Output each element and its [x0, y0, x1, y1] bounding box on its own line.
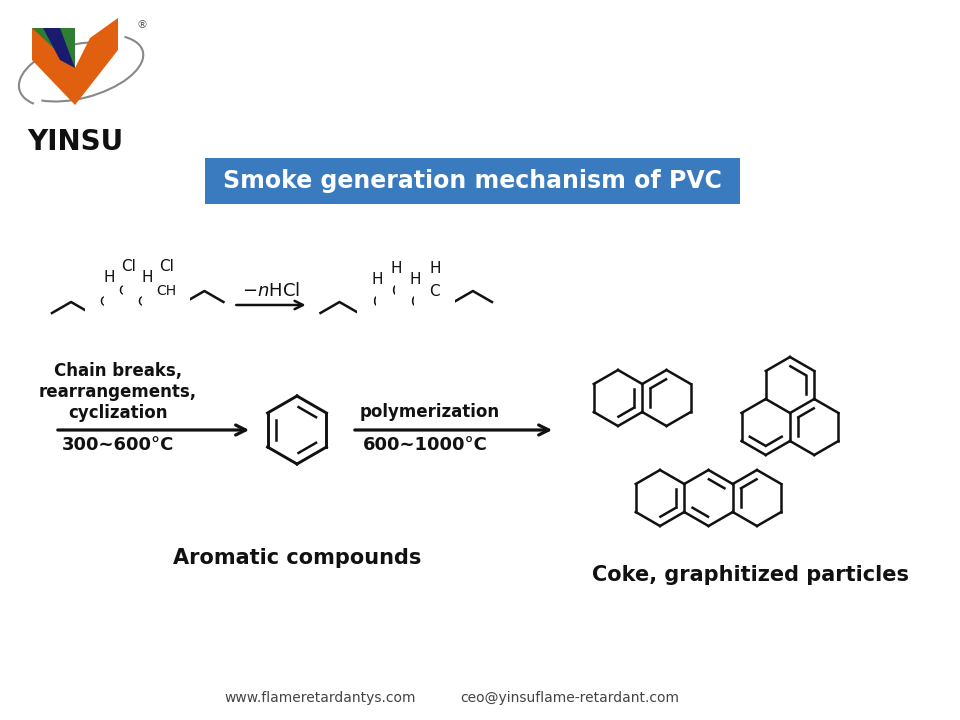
Text: H: H — [429, 261, 441, 276]
Text: H: H — [104, 269, 115, 284]
Text: C: C — [429, 284, 440, 299]
Polygon shape — [43, 28, 75, 68]
Text: C: C — [372, 294, 383, 310]
FancyBboxPatch shape — [205, 158, 740, 204]
Text: CH: CH — [118, 284, 138, 298]
Text: polymerization: polymerization — [360, 403, 500, 421]
Text: Coke, graphitized particles: Coke, graphitized particles — [591, 565, 908, 585]
Text: $-n$HCl: $-n$HCl — [242, 282, 300, 300]
Text: H: H — [410, 271, 421, 287]
Text: YINSU: YINSU — [27, 128, 123, 156]
Text: Smoke generation mechanism of PVC: Smoke generation mechanism of PVC — [223, 169, 722, 193]
Text: C: C — [392, 284, 402, 299]
Text: H: H — [391, 261, 402, 276]
Text: Aromatic compounds: Aromatic compounds — [173, 548, 421, 568]
Text: 600~1000°C: 600~1000°C — [363, 436, 488, 454]
Text: Cl: Cl — [121, 258, 135, 274]
Text: H: H — [141, 269, 153, 284]
Text: Chain breaks,
rearrangements,
cyclization: Chain breaks, rearrangements, cyclizatio… — [39, 362, 197, 422]
Text: CH: CH — [137, 295, 157, 309]
Text: 300~600°C: 300~600°C — [61, 436, 174, 454]
Text: CH: CH — [156, 284, 177, 298]
Text: H: H — [372, 271, 383, 287]
Text: Cl: Cl — [158, 258, 174, 274]
Text: ceo@yinsuflame-retardant.com: ceo@yinsuflame-retardant.com — [461, 691, 680, 705]
Text: www.flameretardantys.com: www.flameretardantys.com — [225, 691, 416, 705]
Polygon shape — [32, 28, 75, 68]
Text: CH: CH — [99, 295, 119, 309]
Text: C: C — [411, 294, 421, 310]
Text: ®: ® — [136, 20, 148, 30]
Polygon shape — [32, 18, 118, 105]
